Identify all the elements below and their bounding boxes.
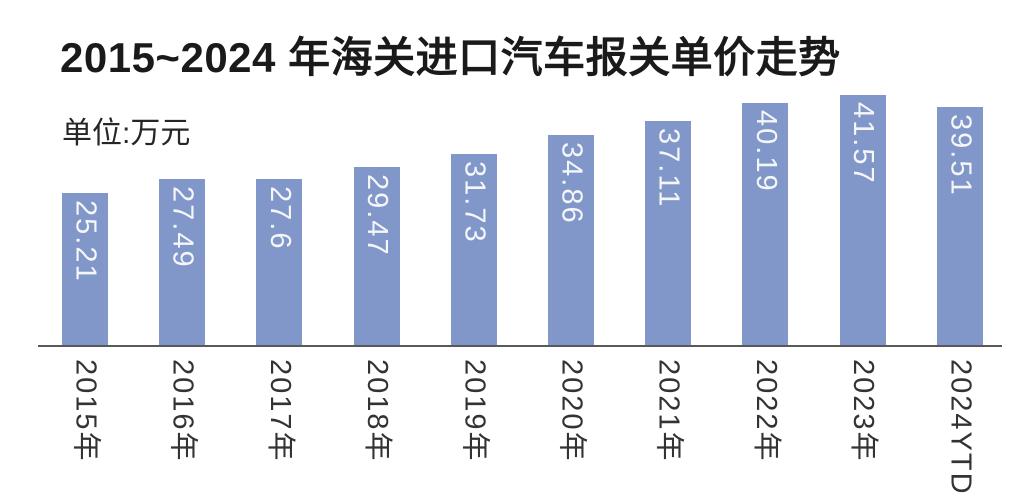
page-title: 2015~2024 年海关进口汽车报关单价走势: [60, 34, 841, 81]
x-tick-label: 2019年: [458, 359, 491, 463]
x-tick-label: 2015年: [69, 359, 102, 463]
bar-2020年: 34.86: [548, 135, 594, 345]
x-tick-label: 2017年: [263, 359, 296, 463]
bar-value-label: 31.73: [458, 160, 491, 244]
bar-2023年: 41.57: [839, 94, 886, 345]
bar-value-label: 34.86: [555, 142, 588, 225]
bar-2022年: 40.19: [742, 102, 789, 345]
bar-value-label: 29.47: [361, 174, 394, 258]
x-tick-label: 2016年: [166, 359, 199, 463]
bar-2024YTD: 39.51: [936, 107, 983, 345]
bar-value-label: 39.51: [944, 114, 977, 197]
bar-2015年: 25.21: [62, 193, 108, 345]
bar-2016年: 27.49: [159, 179, 206, 345]
x-tick-label: 2021年: [652, 359, 685, 463]
x-axis-line: [38, 345, 1002, 347]
x-tick-label: 2023年: [847, 359, 880, 463]
unit-label: 单位:万元: [62, 117, 191, 150]
bar-2021年: 37.11: [645, 121, 692, 345]
bar-2019年: 31.73: [450, 153, 497, 345]
x-tick-label: 2018年: [361, 359, 394, 463]
x-tick-label: 2020年: [555, 359, 588, 463]
bar-value-label: 27.6: [263, 185, 296, 251]
x-tick-label: 2024YTD: [944, 359, 977, 496]
bar-2017年: 27.6: [256, 178, 303, 345]
x-axis-labels: 2015年 2016年 2017年 2018年 2019年 2020年 2021年 2022年…: [38, 359, 1002, 502]
bar-value-label: 40.19: [749, 109, 782, 193]
bar-value-label: 37.11: [652, 128, 685, 209]
bar-value-label: 27.49: [166, 186, 199, 269]
bar-2018年: 29.47: [353, 167, 400, 345]
bar-value-label: 41.57: [847, 101, 880, 185]
x-tick-label: 2022年: [749, 359, 782, 463]
plot-area: 25.21 27.49 27.6 29.47 31.73 34.86 37.11 40.19 4…: [38, 92, 1002, 347]
bar-value-label: 25.21: [69, 200, 102, 283]
